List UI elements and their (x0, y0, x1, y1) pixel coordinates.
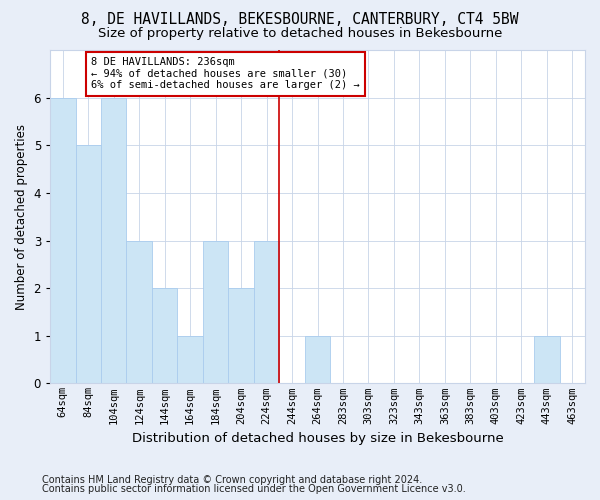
Text: Contains HM Land Registry data © Crown copyright and database right 2024.: Contains HM Land Registry data © Crown c… (42, 475, 422, 485)
Bar (305, 336, 330, 384)
Bar (76, 146, 101, 384)
Text: 8 DE HAVILLANDS: 236sqm
← 94% of detached houses are smaller (30)
6% of semi-det: 8 DE HAVILLANDS: 236sqm ← 94% of detache… (91, 57, 359, 90)
Text: Size of property relative to detached houses in Bekesbourne: Size of property relative to detached ho… (98, 28, 502, 40)
Bar (534, 336, 560, 384)
Bar (152, 288, 178, 384)
Bar (178, 336, 203, 384)
Bar (101, 98, 127, 384)
Text: 8, DE HAVILLANDS, BEKESBOURNE, CANTERBURY, CT4 5BW: 8, DE HAVILLANDS, BEKESBOURNE, CANTERBUR… (81, 12, 519, 28)
Bar (127, 240, 152, 384)
Bar (50, 98, 76, 384)
Bar (203, 240, 229, 384)
X-axis label: Distribution of detached houses by size in Bekesbourne: Distribution of detached houses by size … (131, 432, 503, 445)
Bar (254, 240, 280, 384)
Text: Contains public sector information licensed under the Open Government Licence v3: Contains public sector information licen… (42, 484, 466, 494)
Y-axis label: Number of detached properties: Number of detached properties (15, 124, 28, 310)
Bar (229, 288, 254, 384)
